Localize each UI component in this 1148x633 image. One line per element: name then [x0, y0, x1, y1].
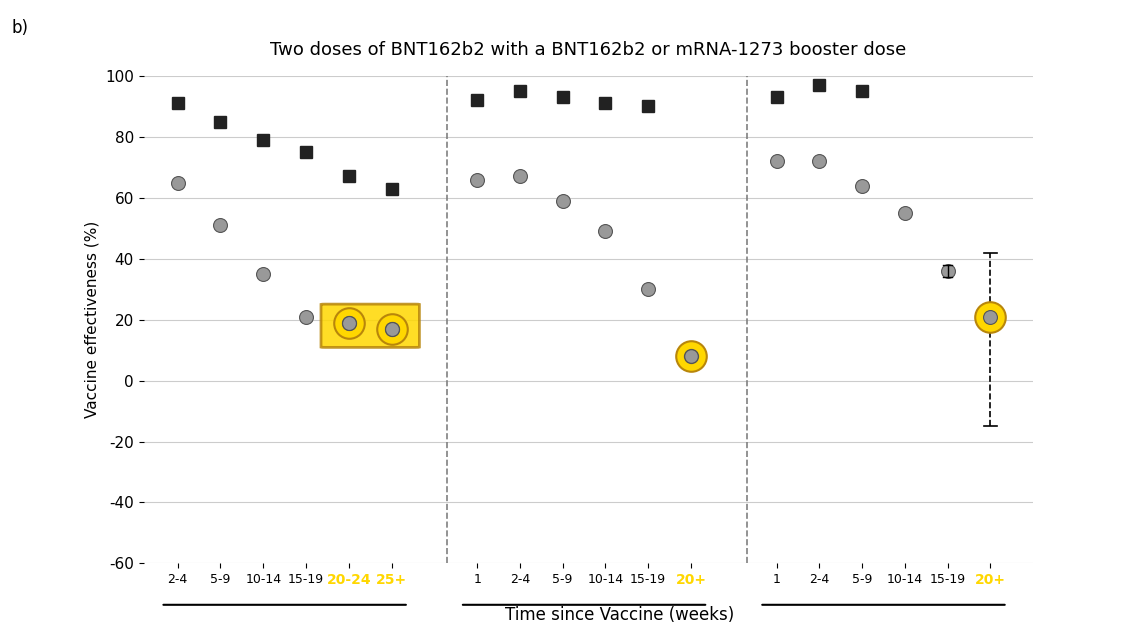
FancyBboxPatch shape: [321, 304, 419, 348]
Title: Two doses of BNT162b2 with a BNT162b2 or mRNA-1273 booster dose: Two doses of BNT162b2 with a BNT162b2 or…: [270, 41, 907, 59]
Text: Time since Vaccine (weeks): Time since Vaccine (weeks): [505, 606, 735, 624]
Text: b): b): [11, 19, 29, 37]
Y-axis label: Vaccine effectiveness (%): Vaccine effectiveness (%): [84, 221, 100, 418]
